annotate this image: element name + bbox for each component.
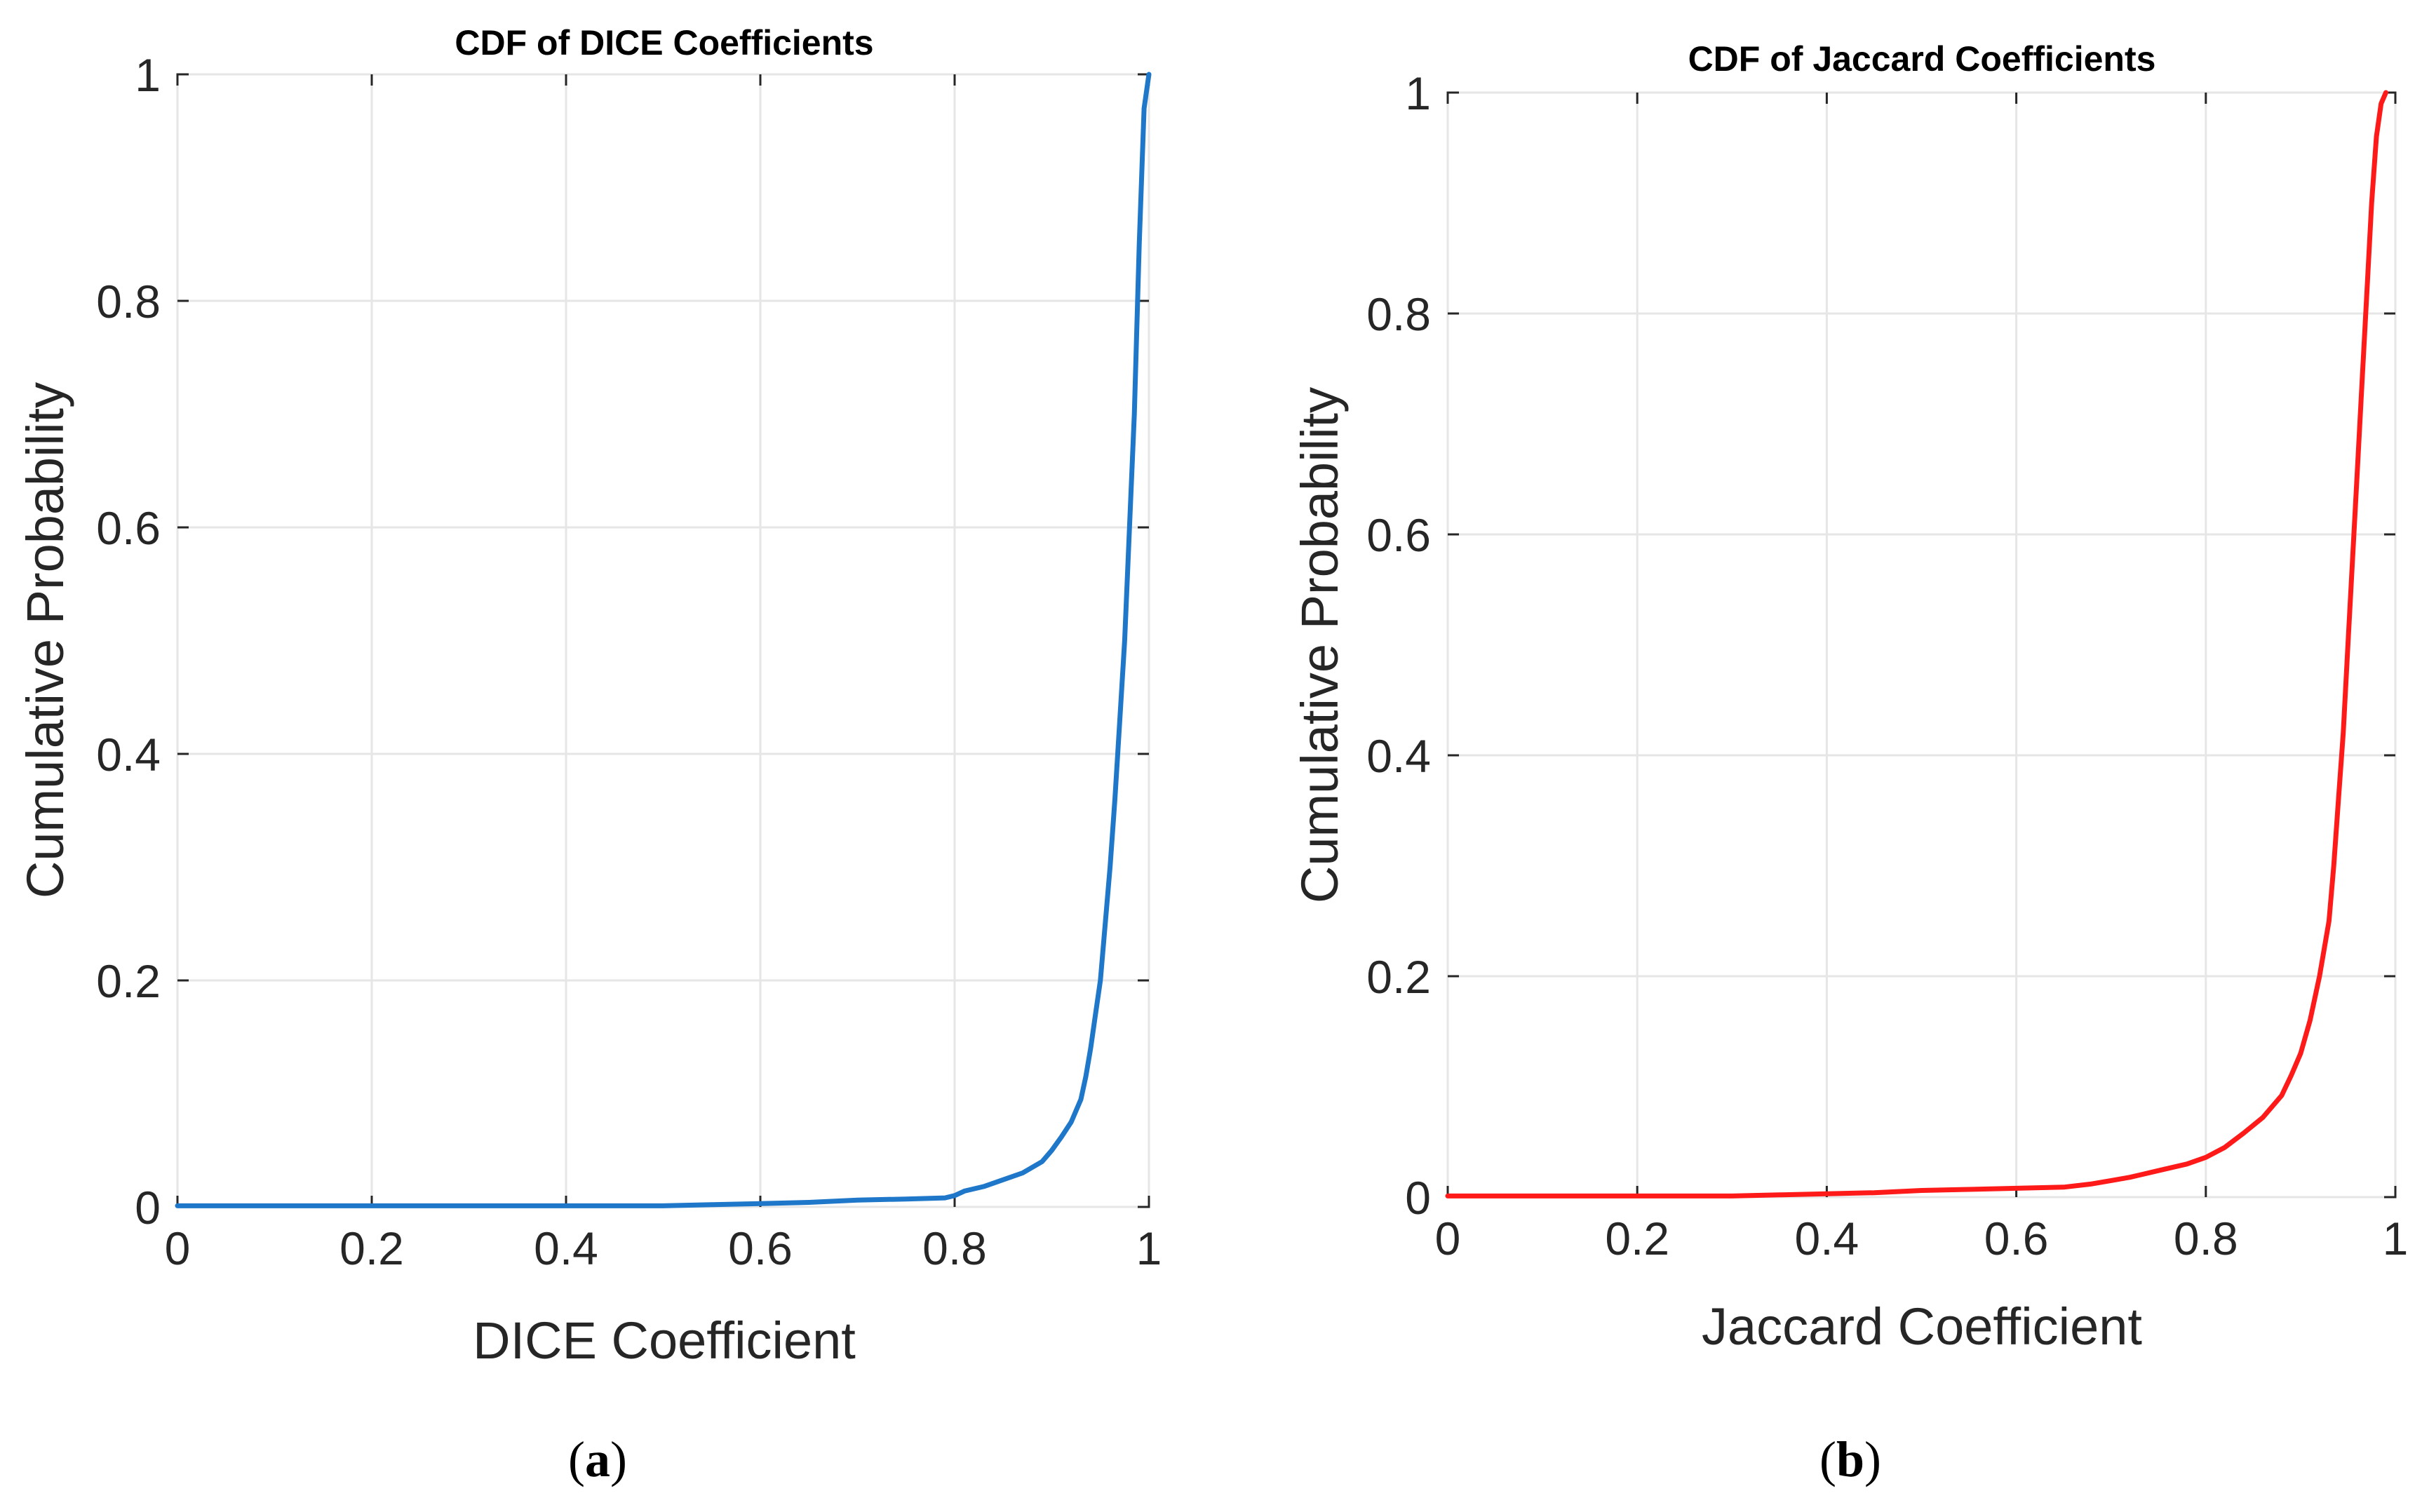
x-tick-label: 0.6 bbox=[1984, 1213, 2049, 1264]
x-tick-label: 0.8 bbox=[922, 1222, 987, 1274]
x-axis-label-b: Jaccard Coefficient bbox=[1702, 1297, 2142, 1356]
grid-a bbox=[176, 73, 1150, 1208]
y-tick-label: 1 bbox=[135, 49, 161, 101]
x-tick-label: 1 bbox=[1136, 1222, 1162, 1274]
y-tick-label: 0.2 bbox=[1366, 951, 1431, 1003]
x-tick-labels-a: 0 0.2 0.4 0.6 0.8 1 bbox=[165, 1222, 1162, 1274]
chart-title-a: CDF of DICE Coefficients bbox=[455, 23, 873, 62]
panel-label-a-letter: a bbox=[585, 1431, 610, 1487]
panel-label-b: (b) bbox=[1819, 1431, 1881, 1487]
y-axis-label-a: Cumulative Probability bbox=[16, 382, 74, 898]
x-tick-label: 1 bbox=[2383, 1213, 2409, 1264]
plot-frame-a bbox=[176, 73, 1150, 1208]
y-tick-label: 0.6 bbox=[96, 502, 161, 554]
x-tick-label: 0.2 bbox=[1605, 1213, 1669, 1264]
y-tick-label: 0 bbox=[135, 1182, 161, 1234]
ticks-b bbox=[1446, 91, 2397, 1199]
panel-b: CDF of Jaccard Coefficients 0 0.2 0.4 0.6 0.… bbox=[1291, 39, 2408, 1487]
y-tick-label: 0.2 bbox=[96, 955, 161, 1007]
x-tick-label: 0.6 bbox=[728, 1222, 793, 1274]
x-tick-label: 0.8 bbox=[2174, 1213, 2238, 1264]
x-tick-labels-b: 0 0.2 0.4 0.6 0.8 1 bbox=[1435, 1213, 2409, 1264]
grid-b bbox=[1446, 91, 2397, 1199]
y-tick-label: 0.8 bbox=[1366, 288, 1431, 340]
y-axis-label-b: Cumulative Probability bbox=[1291, 387, 1349, 903]
y-tick-labels-a: 0 0.2 0.4 0.6 0.8 1 bbox=[96, 49, 161, 1234]
panel-a: CDF of DICE Coefficients 0 0.2 0.4 0.6 0.8 1 … bbox=[16, 23, 1162, 1487]
panel-label-b-letter: b bbox=[1836, 1431, 1864, 1487]
y-tick-label: 0 bbox=[1405, 1172, 1431, 1224]
plot-frame-b bbox=[1446, 91, 2397, 1199]
panel-label-a: (a) bbox=[568, 1431, 627, 1487]
y-tick-label: 1 bbox=[1405, 67, 1431, 119]
x-axis-label-a: DICE Coefficient bbox=[473, 1311, 856, 1370]
series-line-dice bbox=[175, 72, 1152, 1208]
x-tick-label: 0.4 bbox=[534, 1222, 598, 1274]
x-tick-label: 0 bbox=[1435, 1213, 1461, 1264]
y-tick-label: 0.4 bbox=[1366, 730, 1431, 782]
y-tick-label: 0.8 bbox=[96, 276, 161, 328]
x-tick-label: 0.4 bbox=[1795, 1213, 1859, 1264]
x-tick-label: 0 bbox=[165, 1222, 191, 1274]
ticks-a bbox=[176, 73, 1150, 1208]
y-tick-label: 0.4 bbox=[96, 729, 161, 781]
y-tick-label: 0.6 bbox=[1366, 509, 1431, 561]
chart-title-b: CDF of Jaccard Coefficients bbox=[1688, 39, 2156, 79]
series-line-jaccard bbox=[1445, 90, 2388, 1199]
y-tick-labels-b: 0 0.2 0.4 0.6 0.8 1 bbox=[1366, 67, 1431, 1224]
x-tick-label: 0.2 bbox=[339, 1222, 404, 1274]
